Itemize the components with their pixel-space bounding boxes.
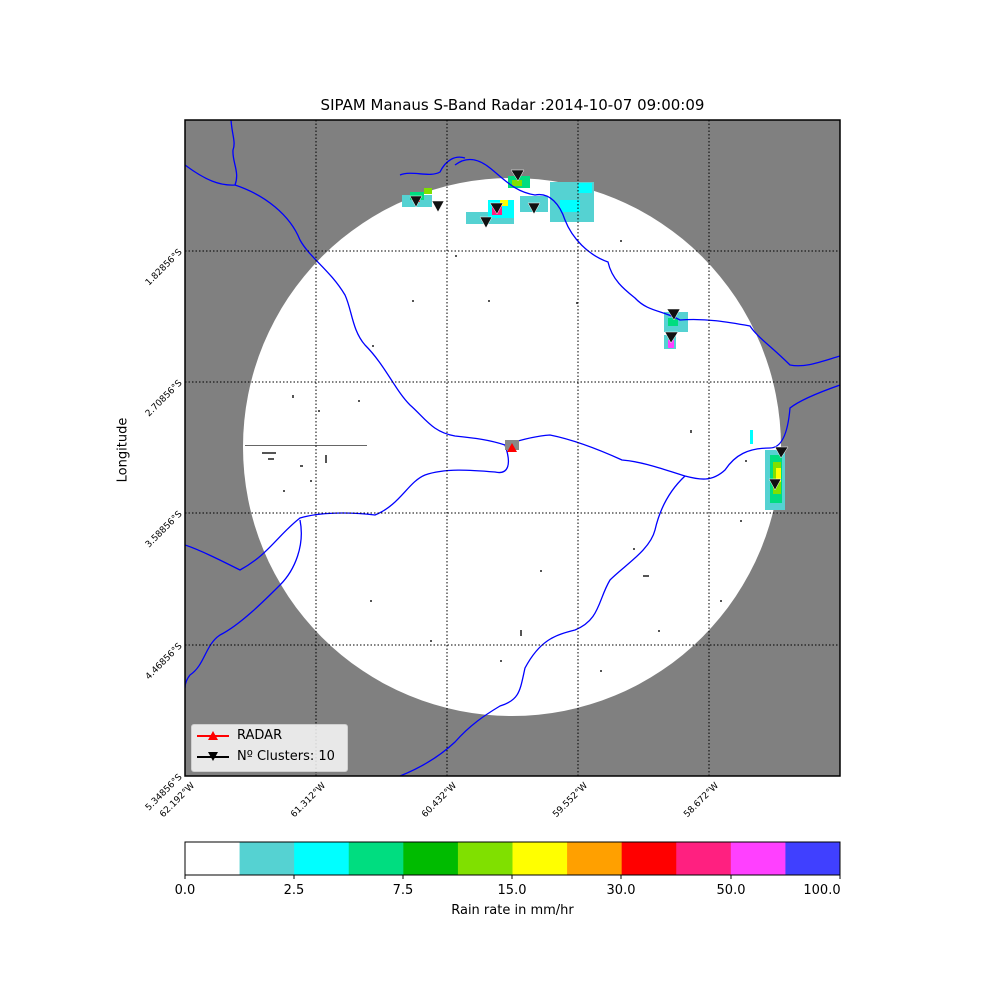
colorbar-segment [457, 842, 513, 875]
colorbar-ticks [184, 875, 841, 879]
cluster-marker [409, 195, 423, 208]
colorbar-label: Rain rate in mm/hr [451, 903, 574, 918]
cluster-legend-symbol [197, 752, 229, 761]
cluster-marker [527, 202, 541, 215]
colorbar-segment [730, 842, 786, 875]
chart-title: SIPAM Manaus S-Band Radar :2014-10-07 09… [320, 96, 705, 114]
colorbar-tick-label: 0.0 [174, 883, 196, 898]
cluster-marker [479, 216, 493, 229]
colorbar-tick-label: 100.0 [803, 883, 841, 898]
cluster-marker [431, 200, 445, 213]
rivers [185, 120, 840, 776]
colorbar-tick-label: 2.5 [283, 883, 305, 898]
colorbar-tick-label: 30.0 [606, 883, 636, 898]
colorbar-tick-label: 7.5 [392, 883, 414, 898]
colorbar-segment [239, 842, 295, 875]
legend-radar-label: RADAR [237, 728, 283, 743]
radar-legend-symbol [197, 731, 229, 740]
colorbar-tick-label: 15.0 [497, 883, 527, 898]
colorbar-segment [621, 842, 677, 875]
cluster-marker [489, 202, 504, 215]
map-legend: RADAR Nº Clusters: 10 [191, 724, 348, 772]
colorbar-segment [785, 842, 841, 875]
cluster-marker [666, 308, 681, 321]
cluster-markers [409, 169, 789, 491]
cluster-marker [768, 478, 782, 491]
colorbar-segment [512, 842, 568, 875]
scan-line-artifact [245, 445, 367, 446]
radar-site-marker [505, 440, 519, 452]
cluster-marker [664, 331, 679, 344]
map-frame [184, 119, 841, 777]
cluster-marker [510, 169, 525, 182]
colorbar-segment [403, 842, 459, 875]
colorbar-segment [185, 842, 241, 875]
cluster-marker [774, 446, 789, 459]
gridlines [185, 120, 840, 776]
colorbar-segment [294, 842, 350, 875]
legend-clusters-label: Nº Clusters: 10 [237, 749, 335, 764]
colorbar-segment [676, 842, 732, 875]
colorbar-tick-label: 50.0 [716, 883, 746, 898]
noise-pixels [262, 240, 747, 672]
colorbar-segment [567, 842, 623, 875]
colorbar [185, 842, 841, 875]
colorbar-segment [348, 842, 404, 875]
